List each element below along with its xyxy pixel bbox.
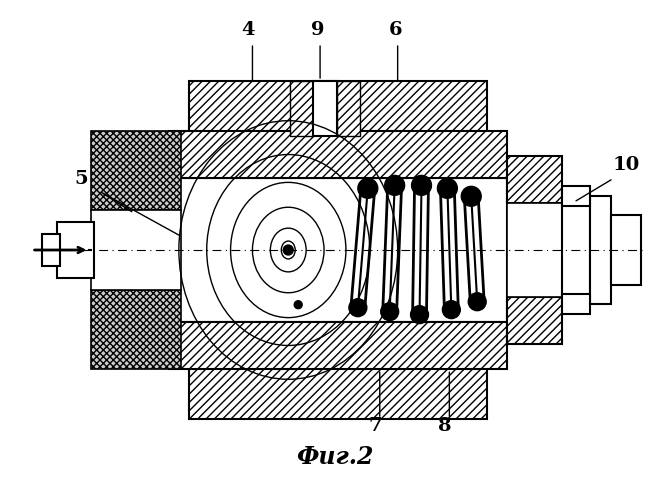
Circle shape [411, 176, 432, 196]
Bar [169, 322, 507, 370]
Bar [562, 294, 589, 314]
Bar [189, 81, 487, 136]
Circle shape [283, 245, 293, 255]
Circle shape [358, 178, 378, 199]
Circle shape [462, 186, 481, 206]
Bar [337, 81, 360, 136]
Circle shape [438, 178, 458, 199]
Circle shape [385, 176, 405, 196]
Text: 5: 5 [75, 170, 88, 188]
Bar [41, 234, 60, 266]
Bar [92, 210, 181, 290]
Text: 9: 9 [311, 21, 325, 39]
Bar [57, 222, 94, 278]
Bar [169, 130, 507, 178]
Bar [169, 178, 507, 322]
Bar [562, 186, 589, 206]
Text: 7: 7 [368, 417, 381, 435]
Circle shape [381, 302, 399, 320]
Circle shape [294, 300, 302, 308]
Text: 6: 6 [389, 21, 403, 39]
Bar [313, 81, 337, 136]
Bar [562, 205, 589, 294]
Bar [507, 296, 562, 344]
Bar [507, 156, 562, 204]
Bar [92, 130, 181, 210]
Bar [189, 364, 487, 419]
Bar [290, 81, 313, 136]
Bar [611, 215, 642, 285]
Text: 8: 8 [438, 417, 451, 435]
Bar [92, 290, 181, 370]
Bar [589, 196, 611, 304]
Circle shape [468, 293, 486, 310]
Text: 4: 4 [242, 21, 256, 39]
Circle shape [411, 306, 428, 324]
Circle shape [442, 300, 460, 318]
Text: 10: 10 [613, 156, 640, 174]
Text: Фиг.2: Фиг.2 [296, 445, 374, 469]
Bar [507, 204, 562, 296]
Circle shape [349, 298, 367, 316]
